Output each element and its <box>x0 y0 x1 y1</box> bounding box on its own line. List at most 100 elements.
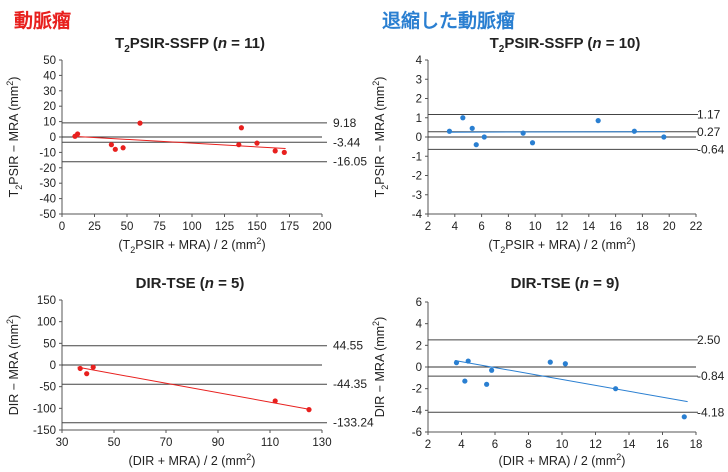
y-tick-label: 6 <box>416 297 422 309</box>
y-tick-label: 40 <box>43 70 56 82</box>
y-tick-label: 2 <box>416 94 422 106</box>
x-tick-label: 25 <box>88 221 101 233</box>
y-tick-label: 0 <box>416 132 422 144</box>
y-label-part: ) <box>373 317 387 321</box>
y-tick-label: -40 <box>39 194 56 206</box>
regression-line <box>72 135 286 150</box>
data-point <box>90 364 96 370</box>
y-tick-label: 50 <box>43 338 56 350</box>
data-point <box>469 125 475 131</box>
title-n: n <box>205 275 214 292</box>
y-tick-label: 10 <box>43 117 56 129</box>
y-tick-label: 1 <box>416 113 422 125</box>
x-tick-label: 12 <box>589 439 602 451</box>
x-tick-label: 200 <box>312 221 331 233</box>
reference-line-label: -4.18 <box>697 405 725 419</box>
data-point <box>460 115 466 121</box>
y-label-part: DIR − MRA (mm <box>7 324 21 415</box>
x-tick-label: 75 <box>153 221 166 233</box>
data-point <box>453 360 460 366</box>
x-axis-label: (T2PSIR + MRA) / 2 (mm2) <box>118 236 265 255</box>
y-axis-label: T2PSIR − MRA (mm2) <box>5 77 24 198</box>
data-point <box>473 142 479 148</box>
x-axis-label: (DIR + MRA) / 2 (mm2) <box>499 452 626 468</box>
y-label-part: ) <box>373 77 387 81</box>
reference-line-label: 1.17 <box>697 107 721 121</box>
regression-line <box>454 360 688 403</box>
y-label-superscript: 2 <box>371 321 381 326</box>
data-point <box>481 134 487 140</box>
x-tick-label: 10 <box>556 439 569 451</box>
y-tick-label: -20 <box>39 163 56 175</box>
data-point <box>484 381 490 387</box>
y-axis-label: DIR − MRA (mm2) <box>5 315 21 416</box>
reference-line-label: 0.27 <box>697 125 721 139</box>
x-tick-label: 14 <box>623 439 636 451</box>
data-point <box>631 128 637 134</box>
chart-title: T2PSIR-SSFP (n = 10) <box>490 35 641 55</box>
x-tick-label: 8 <box>525 439 531 451</box>
y-label-subscript: 2 <box>380 185 390 190</box>
y-tick-label: -50 <box>39 382 56 394</box>
title-subscript: 2 <box>124 44 130 55</box>
y-tick-label: 0 <box>50 132 56 144</box>
y-label-part: T <box>373 189 387 197</box>
x-label-part: ) <box>631 238 635 252</box>
y-tick-label: -3 <box>412 190 422 202</box>
data-point <box>272 148 278 154</box>
y-label-part: PSIR − MRA (mm <box>373 86 387 185</box>
y-label-part: ) <box>7 315 21 319</box>
title-part: PSIR-SSFP ( <box>504 35 592 52</box>
reference-line-label: 44.55 <box>333 339 363 353</box>
regression-line <box>448 131 666 133</box>
x-label-part: PSIR + MRA) / 2 (mm <box>135 238 256 252</box>
title-part: T <box>490 35 499 52</box>
y-tick-label: -100 <box>33 403 56 415</box>
data-point <box>137 120 143 126</box>
y-tick-label: -6 <box>412 427 422 439</box>
data-point <box>681 414 687 420</box>
data-point <box>462 378 468 384</box>
data-point <box>446 128 453 134</box>
data-point <box>661 134 667 140</box>
title-part: = 9) <box>589 275 619 292</box>
y-label-superscript: 2 <box>371 81 381 86</box>
chart-title: DIR-TSE (n = 9) <box>511 275 620 292</box>
data-point <box>254 140 260 146</box>
x-label-part: ) <box>621 454 625 468</box>
data-point <box>281 149 287 155</box>
data-point <box>236 142 242 148</box>
x-label-superscript: 2 <box>256 236 261 246</box>
y-tick-label: 100 <box>37 317 56 329</box>
data-point <box>489 367 495 373</box>
x-tick-label: 90 <box>212 437 225 449</box>
x-label-superscript: 2 <box>626 236 631 246</box>
x-label-part: (T <box>488 238 500 252</box>
x-tick-label: 12 <box>556 221 569 233</box>
y-label-part: DIR − MRA (mm <box>373 326 387 417</box>
y-tick-label: -1 <box>412 151 422 163</box>
y-axis-label: DIR − MRA (mm2) <box>371 317 387 418</box>
section-title-aneurysm: 動脈瘤 <box>14 10 72 32</box>
y-tick-label: -10 <box>39 147 56 159</box>
title-n: n <box>592 35 601 52</box>
title-subscript: 2 <box>499 44 505 55</box>
y-tick-label: 150 <box>37 295 56 307</box>
y-label-superscript: 2 <box>5 319 15 324</box>
x-label-superscript: 2 <box>246 452 251 462</box>
title-part: DIR-TSE ( <box>136 275 205 292</box>
y-tick-label: -4 <box>412 405 423 417</box>
x-tick-label: 130 <box>312 437 331 449</box>
y-tick-label: 2 <box>416 340 422 352</box>
y-axis-label: T2PSIR − MRA (mm2) <box>371 77 390 198</box>
reference-line-label: -44.35 <box>333 377 367 391</box>
x-label-part: PSIR + MRA) / 2 (mm <box>505 238 626 252</box>
y-label-part: PSIR − MRA (mm <box>7 86 21 185</box>
section-title-regressed-aneurysm: 退縮した動脈瘤 <box>382 10 516 32</box>
x-label-part: (DIR + MRA) / 2 (mm <box>129 454 247 468</box>
reference-line-label: -0.64 <box>697 142 725 156</box>
